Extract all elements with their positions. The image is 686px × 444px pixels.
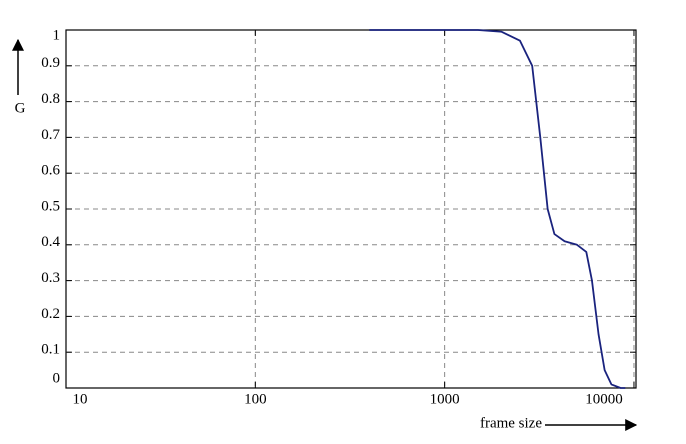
y-axis-label: G xyxy=(15,100,26,116)
y-tick-label: 0.6 xyxy=(41,163,60,179)
y-tick-label: 0.4 xyxy=(41,234,60,250)
y-tick-label: 0.1 xyxy=(41,342,60,358)
y-tick-label: 0.7 xyxy=(41,127,60,143)
y-tick-label: 0.8 xyxy=(41,91,60,107)
y-tick-label: 0.5 xyxy=(41,198,60,214)
y-tick-label: 0.3 xyxy=(41,270,60,286)
y-tick-label: 1 xyxy=(53,27,61,43)
x-tick-label: 100 xyxy=(244,391,267,407)
x-tick-label: 10000 xyxy=(585,391,623,407)
y-tick-label: 0 xyxy=(53,370,61,386)
y-tick-label: 0.2 xyxy=(41,306,60,322)
x-tick-label: 10 xyxy=(73,391,88,407)
x-axis-label: frame size xyxy=(480,415,542,431)
x-tick-label: 1000 xyxy=(430,391,460,407)
data-line xyxy=(369,29,626,389)
y-tick-label: 0.9 xyxy=(41,55,60,71)
